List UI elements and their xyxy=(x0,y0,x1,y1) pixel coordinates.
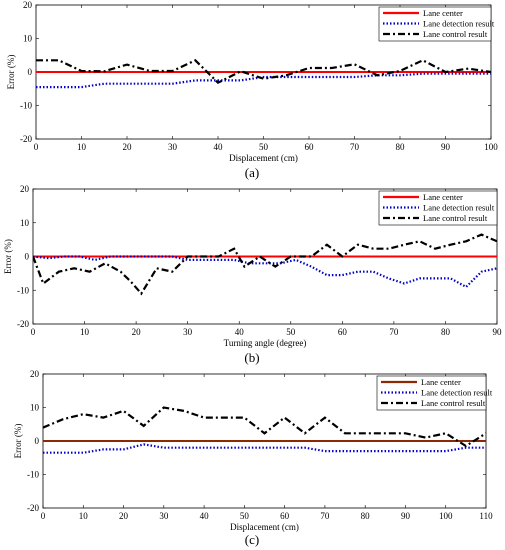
series-line-lane-detection-result xyxy=(33,255,497,289)
legend-label: Lane detection result xyxy=(421,388,493,398)
x-tick-label: 30 xyxy=(168,142,178,152)
y-tick-label: -10 xyxy=(20,101,32,111)
y-tick-label: 20 xyxy=(30,369,40,379)
y-tick-label: 0 xyxy=(25,252,30,262)
legend-label: Lane detection result xyxy=(423,203,495,213)
x-tick-label: 100 xyxy=(484,142,498,152)
x-tick-label: 0 xyxy=(34,142,39,152)
y-tick-label: -20 xyxy=(27,503,39,513)
x-tick-label: 70 xyxy=(320,511,330,521)
x-tick-label: 60 xyxy=(305,142,315,152)
x-tick-label: 20 xyxy=(119,511,129,521)
y-tick-label: 10 xyxy=(20,218,30,228)
chart-panel-3: 0 10 20 30 40 50 60 70 80 90 100 110 -20 -10 0 10 20 Disp… xyxy=(13,369,493,547)
x-tick-label: 0 xyxy=(41,511,46,521)
y-tick-label: -20 xyxy=(20,134,32,144)
x-tick-label: 50 xyxy=(259,142,269,152)
y-axis-label: Error (%) xyxy=(6,55,16,90)
x-tick-label: 70 xyxy=(350,142,360,152)
x-tick-label: 80 xyxy=(361,511,371,521)
x-tick-label: 110 xyxy=(479,511,493,521)
x-tick-label: 60 xyxy=(338,327,348,337)
legend-label: Lane control result xyxy=(423,213,488,223)
x-tick-label: 40 xyxy=(200,511,210,521)
x-tick-label: 0 xyxy=(31,327,36,337)
x-tick-label: 10 xyxy=(77,142,87,152)
series-line-lane-control-result xyxy=(43,406,486,448)
y-tick-label: 0 xyxy=(35,436,40,446)
x-tick-label: 30 xyxy=(183,327,193,337)
y-tick-label: 10 xyxy=(30,403,40,413)
legend-label: Lane control result xyxy=(423,29,488,39)
chart-panel-2: 0 10 20 30 40 50 60 70 80 90 -20 -10 0 10 20 Turning an… xyxy=(3,184,502,365)
x-tick-label: 20 xyxy=(132,327,142,337)
x-tick-label: 50 xyxy=(286,327,296,337)
chart-panel-1: 0 10 20 30 40 50 60 70 80 90 100 -20 -10 0 10 20 Displac… xyxy=(6,0,498,180)
x-tick-label: 90 xyxy=(493,327,503,337)
x-axis-label: Displacement (cm) xyxy=(229,153,298,163)
legend-label: Lane control result xyxy=(421,398,486,408)
legend-label: Lane center xyxy=(423,8,463,18)
y-axis-label: Error (%) xyxy=(3,239,13,274)
x-tick-label: 30 xyxy=(159,511,169,521)
legend-label: Lane center xyxy=(423,192,463,202)
x-tick-label: 90 xyxy=(401,511,411,521)
y-tick-label: 20 xyxy=(20,184,30,194)
y-tick-label: 10 xyxy=(23,34,33,44)
x-tick-label: 50 xyxy=(240,511,250,521)
x-tick-label: 40 xyxy=(214,142,224,152)
x-tick-label: 100 xyxy=(439,511,453,521)
x-tick-label: 90 xyxy=(441,142,451,152)
y-tick-label: 20 xyxy=(23,0,33,10)
panel-caption: (b) xyxy=(244,350,259,365)
y-tick-label: -10 xyxy=(17,285,29,295)
series-line-lane-detection-result xyxy=(43,443,486,454)
y-tick-label: -10 xyxy=(27,470,39,480)
panel-caption: (c) xyxy=(245,532,259,547)
y-tick-label: -20 xyxy=(17,319,29,329)
x-tick-label: 40 xyxy=(235,327,245,337)
legend-label: Lane center xyxy=(421,377,461,387)
x-tick-label: 10 xyxy=(79,511,89,521)
x-tick-label: 60 xyxy=(280,511,290,521)
x-tick-label: 70 xyxy=(389,327,399,337)
x-axis-label: Displacement (cm) xyxy=(230,522,299,532)
y-tick-label: 0 xyxy=(28,67,33,77)
x-axis-label: Turning angle (degree) xyxy=(224,338,307,348)
series-line-lane-detection-result xyxy=(36,72,491,89)
series-line-lane-control-result xyxy=(33,233,497,296)
panel-caption: (a) xyxy=(245,165,259,180)
x-tick-label: 80 xyxy=(396,142,406,152)
series-line-lane-control-result xyxy=(36,58,491,85)
y-axis-label: Error (%) xyxy=(13,424,23,459)
x-tick-label: 80 xyxy=(441,327,451,337)
x-tick-label: 10 xyxy=(80,327,90,337)
legend-label: Lane detection result xyxy=(423,19,495,29)
x-tick-label: 20 xyxy=(123,142,133,152)
